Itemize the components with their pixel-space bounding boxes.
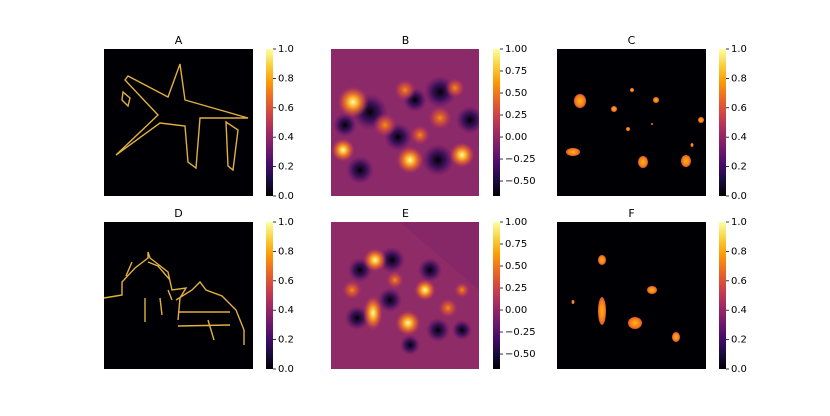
colorbar: [719, 49, 726, 196]
colorbar-tick-label: −0.25: [505, 327, 536, 338]
colorbar-tick-label: 0.6: [731, 276, 747, 287]
colorbar-tick-label: 0.6: [731, 103, 747, 114]
colorbar-tick-label: −0.50: [505, 349, 536, 360]
colorbar: [266, 49, 273, 196]
image-b: [331, 49, 479, 196]
colorbar-tick-label: 0.2: [278, 335, 294, 346]
colorbar: [493, 222, 500, 369]
colorbar-tick-label: 1.0: [731, 217, 747, 228]
colorbar-tick-label: 0.8: [731, 73, 747, 84]
colorbar-tick-label: 0.0: [278, 364, 294, 375]
colorbar-tick-label: 0.8: [731, 246, 747, 257]
colorbar-tick-label: 1.0: [278, 44, 294, 55]
colorbar-tick-label: 0.6: [278, 276, 294, 287]
panel-title: A: [175, 34, 183, 47]
colorbar: [719, 222, 726, 369]
colorbar-tick-label: 0.00: [505, 132, 527, 143]
colorbar: [493, 49, 500, 196]
colorbar-tick-label: 0.8: [278, 73, 294, 84]
panel-title: B: [402, 34, 410, 47]
colorbar-tick-label: 0.6: [278, 103, 294, 114]
panel-title: D: [174, 207, 182, 220]
colorbar-tick-label: 0.4: [731, 305, 747, 316]
colorbar-tick-label: 0.0: [278, 191, 294, 202]
colorbar-tick-label: 0.8: [278, 246, 294, 257]
colorbar-tick-label: 1.00: [505, 44, 527, 55]
colorbar-tick-label: 0.0: [731, 191, 747, 202]
colorbar-tick-label: 0.25: [505, 110, 527, 121]
colorbar-tick-label: 0.25: [505, 283, 527, 294]
colorbar-tick-label: 0.50: [505, 88, 527, 99]
colorbar-tick-label: 0.50: [505, 261, 527, 272]
colorbar-tick-label: 0.4: [278, 132, 294, 143]
panel-title: C: [628, 34, 636, 47]
image-e: [331, 222, 479, 369]
image-a: [104, 49, 253, 196]
colorbar-tick-label: 1.0: [278, 217, 294, 228]
image-c: [557, 49, 706, 196]
colorbar-tick-label: −0.50: [505, 176, 536, 187]
colorbar-tick-label: 0.00: [505, 305, 527, 316]
colorbar-tick-label: 0.4: [278, 305, 294, 316]
panel-title: E: [402, 207, 409, 220]
colorbar-tick-label: −0.25: [505, 154, 536, 165]
colorbar-tick-label: 0.2: [278, 162, 294, 173]
colorbar-tick-label: 0.4: [731, 132, 747, 143]
image-f: [557, 222, 706, 369]
colorbar-tick-label: 1.00: [505, 217, 527, 228]
panel-title: F: [628, 207, 634, 220]
colorbar: [266, 222, 273, 369]
colorbar-tick-label: 0.2: [731, 335, 747, 346]
image-d: [103, 222, 253, 369]
colorbar-tick-label: 1.0: [731, 44, 747, 55]
colorbar-tick-label: 0.2: [731, 162, 747, 173]
colorbar-tick-label: 0.75: [505, 66, 527, 77]
colorbar-tick-label: 0.75: [505, 239, 527, 250]
colorbar-tick-label: 0.0: [731, 364, 747, 375]
